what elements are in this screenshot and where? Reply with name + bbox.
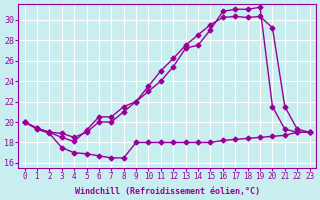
X-axis label: Windchill (Refroidissement éolien,°C): Windchill (Refroidissement éolien,°C) [75, 187, 260, 196]
